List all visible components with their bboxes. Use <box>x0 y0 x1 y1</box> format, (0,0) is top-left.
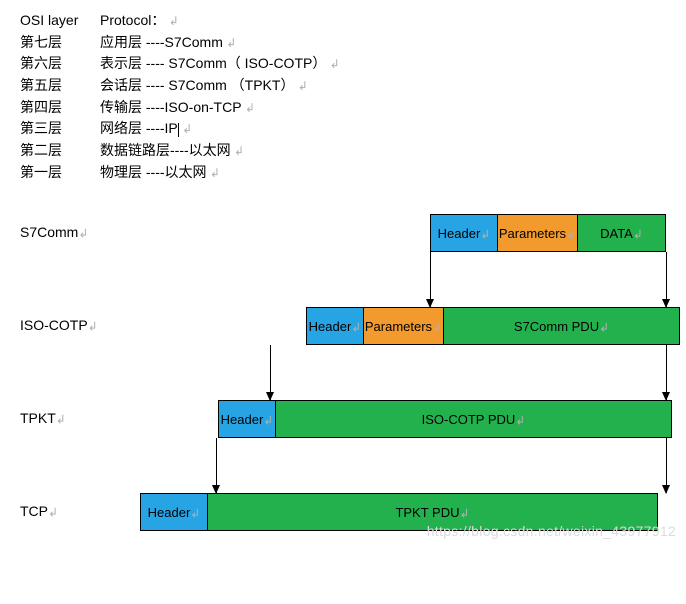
encap-arrow <box>270 345 271 400</box>
pdu-box-label: Header <box>309 319 352 334</box>
return-mark: ↲ <box>88 320 98 334</box>
return-mark: ↲ <box>231 144 244 158</box>
osi-layer-name: 第二层 <box>20 140 100 162</box>
pdu-box-label: Parameters <box>365 319 432 334</box>
return-mark: ↲ <box>480 227 490 241</box>
encap-arrow <box>430 252 431 307</box>
layer-label: TCP↲ <box>20 503 110 519</box>
layer-label: TPKT↲ <box>20 410 110 426</box>
return-mark: ↲ <box>56 413 66 427</box>
return-mark: ↲ <box>207 166 220 180</box>
encap-arrow <box>666 345 667 400</box>
layer-label: ISO-COTP↲ <box>20 317 110 333</box>
pdu-box-label: TPKT PDU <box>395 505 459 520</box>
pdu-box: ISO-COTP PDU↲ <box>276 400 672 438</box>
pdu-box: Header↲ <box>430 214 498 252</box>
encap-arrow <box>666 438 667 493</box>
osi-protocol: 网络层 ----IP ↲ <box>100 118 666 140</box>
osi-layer-name: 第五层 <box>20 75 100 97</box>
pdu-box-label: DATA <box>600 226 633 241</box>
osi-protocol: 物理层 ----以太网 ↲ <box>100 162 666 184</box>
osi-layer-table: OSI layerProtocol： ↲第七层应用层 ----S7Comm ↲第… <box>20 10 666 184</box>
osi-row: 第三层网络层 ----IP ↲ <box>20 118 666 140</box>
pdu-box-label: ISO-COTP PDU <box>422 412 516 427</box>
osi-layer-name: 第一层 <box>20 162 100 184</box>
osi-protocol: 数据链路层----以太网 ↲ <box>100 140 666 162</box>
osi-row: OSI layerProtocol： ↲ <box>20 10 666 32</box>
return-mark: ↲ <box>78 227 88 241</box>
osi-row: 第五层会话层 ---- S7Comm （TPKT） ↲ <box>20 75 666 97</box>
pdu-box-label: Header <box>148 505 191 520</box>
return-mark: ↲ <box>432 320 442 334</box>
osi-row: 第四层传输层 ----ISO-on-TCP ↲ <box>20 97 666 119</box>
return-mark: ↲ <box>223 36 236 50</box>
osi-layer-name: 第四层 <box>20 97 100 119</box>
encap-arrow <box>666 252 667 307</box>
return-mark: ↲ <box>263 413 273 427</box>
pdu-box-label: Header <box>438 226 481 241</box>
return-mark: ↲ <box>190 506 200 520</box>
return-mark: ↲ <box>48 506 58 520</box>
osi-protocol: 应用层 ----S7Comm ↲ <box>100 32 666 54</box>
return-mark: ↲ <box>294 79 307 93</box>
pdu-box: Parameters↲ <box>364 307 444 345</box>
encap-layer: S7Comm↲Header↲Parameters↲DATA↲ <box>20 214 666 252</box>
encap-layer: TPKT↲Header↲ISO-COTP PDU↲ <box>20 400 666 438</box>
pdu-box-label: S7Comm PDU <box>514 319 599 334</box>
pdu-box: Header↲ <box>140 493 208 531</box>
return-mark: ↲ <box>633 227 643 241</box>
return-mark: ↲ <box>566 227 576 241</box>
return-mark: ↲ <box>599 320 609 334</box>
return-mark: ↲ <box>326 57 339 71</box>
osi-layer-name: OSI layer <box>20 10 100 32</box>
return-mark: ↲ <box>351 320 361 334</box>
pdu-box: DATA↲ <box>578 214 666 252</box>
pdu-box: Parameters↲ <box>498 214 578 252</box>
return-mark: ↲ <box>515 413 525 427</box>
osi-layer-name: 第三层 <box>20 118 100 140</box>
pdu-box: Header↲ <box>218 400 276 438</box>
pdu-box: S7Comm PDU↲ <box>444 307 680 345</box>
osi-row: 第二层数据链路层----以太网 ↲ <box>20 140 666 162</box>
osi-row: 第七层应用层 ----S7Comm ↲ <box>20 32 666 54</box>
pdu-box-label: Header <box>221 412 264 427</box>
pdu-box: Header↲ <box>306 307 364 345</box>
osi-protocol: 表示层 ---- S7Comm（ ISO-COTP） ↲ <box>100 53 666 75</box>
osi-protocol: Protocol： ↲ <box>100 10 666 32</box>
osi-layer-name: 第七层 <box>20 32 100 54</box>
return-mark: ↲ <box>179 122 192 136</box>
return-mark: ↲ <box>460 506 470 520</box>
osi-protocol: 会话层 ---- S7Comm （TPKT） ↲ <box>100 75 666 97</box>
return-mark: ↲ <box>242 101 255 115</box>
return-mark: ↲ <box>165 14 178 28</box>
osi-protocol: 传输层 ----ISO-on-TCP ↲ <box>100 97 666 119</box>
encap-arrow <box>216 438 217 493</box>
osi-layer-name: 第六层 <box>20 53 100 75</box>
encap-layer: ISO-COTP↲Header↲Parameters↲S7Comm PDU↲ <box>20 307 666 345</box>
watermark: https://blog.csdn.net/weixin_43977912 <box>427 523 676 539</box>
layer-label: S7Comm↲ <box>20 224 110 240</box>
pdu-box-label: Parameters <box>499 226 566 241</box>
encapsulation-diagram: S7Comm↲Header↲Parameters↲DATA↲ISO-COTP↲H… <box>20 214 666 531</box>
osi-row: 第六层表示层 ---- S7Comm（ ISO-COTP） ↲ <box>20 53 666 75</box>
osi-row: 第一层物理层 ----以太网 ↲ <box>20 162 666 184</box>
